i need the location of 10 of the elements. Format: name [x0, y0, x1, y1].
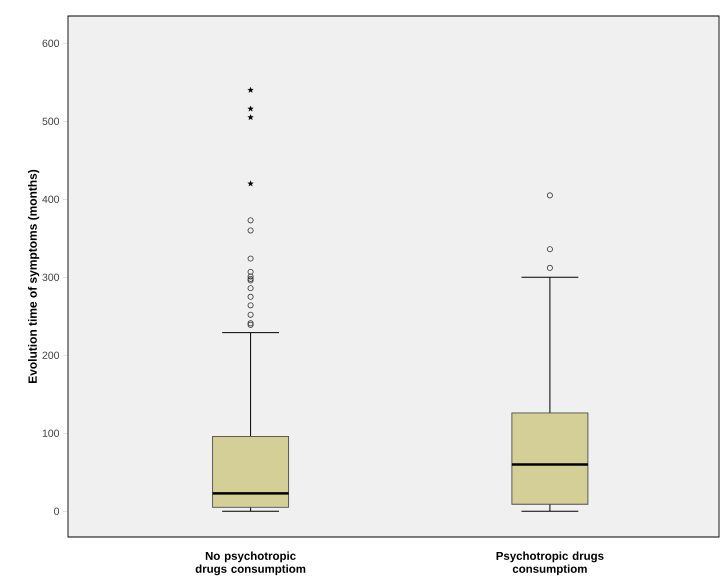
y-tick-label: 400 — [42, 196, 60, 203]
y-tick-label: 0 — [54, 508, 60, 515]
x-tick-label: No psychotropic drugs consumptiom — [196, 552, 306, 576]
y-axis-title: Evolution time of symptoms (months) — [28, 170, 40, 383]
y-tick-label: 100 — [42, 430, 60, 437]
y-tick-label: 200 — [42, 352, 60, 359]
x-tick-label: Psychotropic drugs consumptiom — [496, 552, 604, 576]
y-tick-label: 500 — [42, 118, 60, 125]
y-tick-label: 300 — [42, 274, 60, 281]
y-tick-label: 600 — [42, 40, 60, 47]
